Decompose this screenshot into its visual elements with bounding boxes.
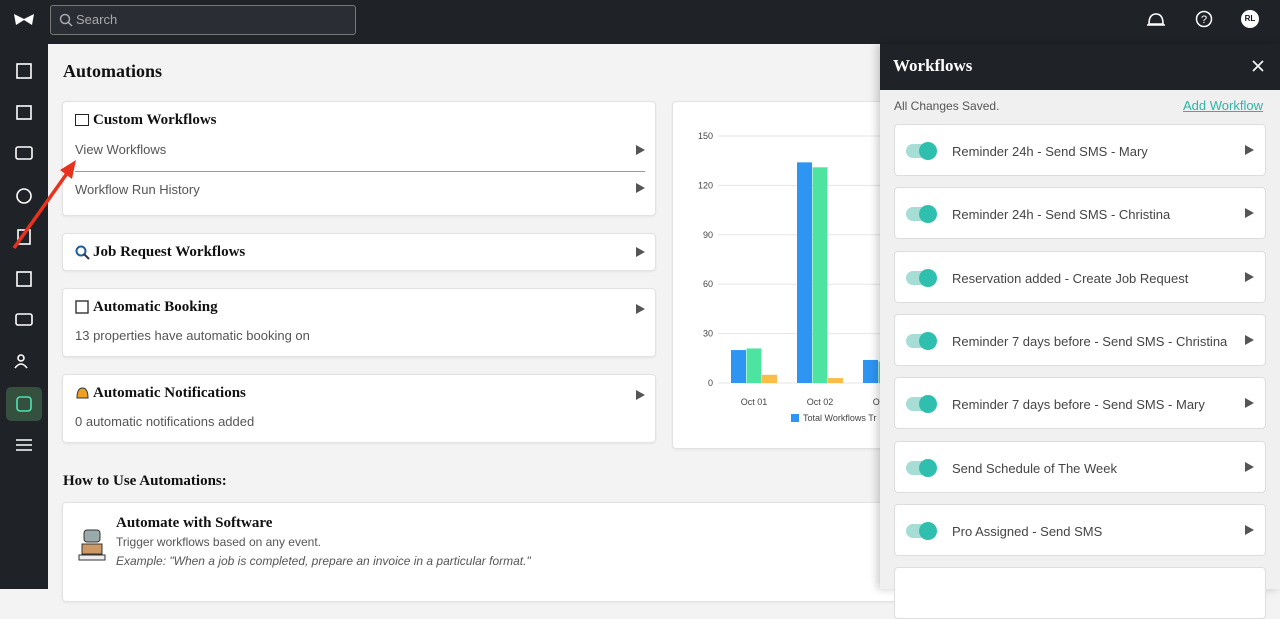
legend-label: Total Workflows Tr [803,413,876,423]
card-subtitle: 13 properties have automatic booking on [75,328,310,343]
toggle-knob[interactable] [919,268,937,287]
automatic-notifications-card[interactable]: Automatic Notifications 0 automatic noti… [62,374,656,443]
custom-workflows-card: Custom Workflows View Workflows Workflow… [62,101,656,216]
annotation-arrow [12,160,76,250]
x-tick-label: Oct 01 [741,397,768,407]
save-status: All Changes Saved. [894,99,1000,113]
close-button[interactable] [1252,60,1264,72]
arrow [636,247,645,257]
item-example: Example: "When a job is completed, prepa… [116,554,531,568]
arrow [636,304,645,314]
workflow-name: Reservation added - Create Job Request [952,270,1189,286]
robot-icon [78,529,106,561]
bar [863,359,878,383]
x-tick-label: Oct 02 [807,397,834,407]
arrow [1245,524,1254,535]
workflow-name: Reminder 24h - Send SMS - Mary [952,144,1148,159]
bar [762,374,777,383]
y-tick-label: 90 [703,230,713,240]
toggle-knob[interactable] [919,331,937,350]
workflow-card[interactable]: Pro Assigned - Send SMS [894,503,1266,556]
bar [731,350,746,383]
divider [75,171,645,172]
arrow [636,183,645,193]
job-request-card[interactable]: Job Request Workflows [62,233,656,271]
logo [14,14,34,25]
y-tick-label: 150 [698,131,713,141]
automatic-booking-card[interactable]: Automatic Booking 13 properties have aut… [62,288,656,357]
toggle-knob[interactable] [919,521,937,540]
arrow [1245,145,1254,155]
card-icon [75,300,89,314]
card-icon [75,114,89,126]
add-workflow-link[interactable]: Add Workflow [1183,98,1263,113]
workflow-card[interactable]: Reminder 7 days before - Send SMS - Chri… [894,313,1266,366]
bar [746,348,762,383]
card-title: Job Request Workflows [93,244,246,260]
arrow [636,390,645,400]
workflow-name: Pro Assigned - Send SMS [952,523,1103,539]
arrow [1245,271,1254,282]
toggle-knob[interactable] [919,142,937,160]
y-tick-label: 30 [703,329,713,339]
search-placeholder: Search [76,12,118,27]
workflow-card[interactable]: Send Schedule of The Week [894,440,1266,493]
card-subtitle: 0 automatic notifications added [75,414,255,429]
legend-swatch [791,414,799,422]
workflow-card[interactable]: Reminder 7 days before - Send SMS - Mary [894,377,1266,430]
y-tick-label: 0 [708,378,713,388]
help-icon[interactable]: ? [1195,10,1213,28]
avatar[interactable]: RL [1241,10,1259,28]
workflow-name: Reminder 24h - Send SMS - Christina [952,207,1171,223]
run-history-link[interactable]: Workflow Run History [75,182,200,197]
item-description: Trigger workflows based on any event. [116,535,321,549]
sidebar [0,44,48,589]
search-icon [59,13,73,27]
card-title: Custom Workflows [93,112,217,128]
svg-text:?: ? [1201,14,1207,26]
y-tick-label: 60 [703,279,713,289]
workflow-card[interactable]: Reservation added - Create Job Request [894,250,1266,303]
workflow-card[interactable]: Reminder 24h - Send SMS - Christina [894,187,1266,240]
arrow [1245,398,1254,409]
search-box[interactable]: Search [50,5,356,35]
arrow [636,145,645,155]
workflow-name: Reminder 7 days before - Send SMS - Mary [952,397,1205,413]
section-title: How to Use Automations: [63,473,227,489]
bar [797,162,812,383]
view-workflows-link[interactable]: View Workflows [75,142,167,157]
item-title: Automate with Software [116,515,273,531]
card-icon [75,245,90,260]
panel-header: Workflows [880,44,1280,90]
panel-title: Workflows [893,56,973,75]
sidebar-icons [6,63,42,451]
notification-icon[interactable] [1146,10,1166,28]
toggle-knob[interactable] [919,458,937,477]
bar [812,167,828,383]
toggle-knob[interactable] [919,205,937,224]
arrow [1245,208,1254,219]
topbar: Search ? RL [0,0,1280,44]
arrow [1245,461,1254,472]
toggle-knob[interactable] [919,395,937,414]
workflow-card[interactable]: Reminder 24h - Send SMS - Mary [894,124,1266,176]
card-title: Automatic Notifications [93,385,246,401]
arrow [1245,334,1254,345]
card-title: Automatic Booking [93,299,218,315]
workflow-card[interactable] [894,567,1266,619]
y-tick-label: 120 [698,180,713,190]
card-icon [76,387,89,399]
bar [828,378,843,383]
page-title: Automations [63,61,163,81]
how-to-card: Automate with Software Trigger workflows… [62,502,962,602]
workflow-name: Reminder 7 days before - Send SMS - Chri… [952,333,1228,349]
workflow-name: Send Schedule of The Week [952,460,1118,476]
